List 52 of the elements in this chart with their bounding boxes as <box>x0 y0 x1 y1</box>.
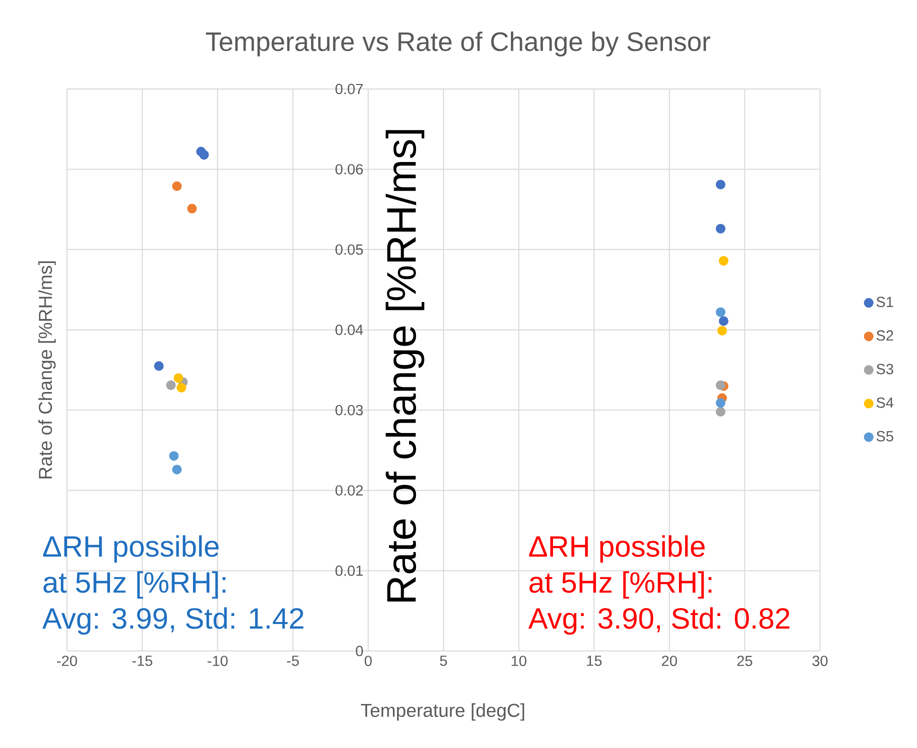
point <box>154 361 164 371</box>
x-tick-label: 15 <box>587 656 602 666</box>
x-tick-label: -20 <box>57 656 78 666</box>
legend-label: S3 <box>876 364 894 374</box>
legend-label: S4 <box>876 397 894 408</box>
annotation: Avg: 3.90, Std: 0.82 <box>528 607 790 635</box>
y-tick-label: 0 <box>356 646 363 656</box>
y-tick-label: 0.04 <box>336 324 364 336</box>
y-tick-label: 0.02 <box>336 485 363 496</box>
annotation: at 5Hz [%RH]: <box>530 571 712 599</box>
x-tick-label: -5 <box>287 656 299 666</box>
x-tick-label: 20 <box>662 656 677 666</box>
annotation: at 5Hz [%RH]: <box>44 571 226 599</box>
annotation: ΔRH possible <box>43 535 219 563</box>
x-tick-label: 30 <box>812 656 828 666</box>
point <box>716 380 726 390</box>
point <box>716 307 726 317</box>
annotation: ΔRH possible <box>529 535 705 563</box>
x-tick-label: -15 <box>132 656 152 666</box>
point <box>172 181 182 191</box>
legend-label: S1 <box>876 296 894 308</box>
legend-label: S5 <box>876 431 894 442</box>
point <box>176 382 186 392</box>
legend-label: S2 <box>876 330 894 341</box>
point <box>717 326 727 336</box>
x-tick-label: 25 <box>737 656 752 666</box>
y-tick-label: 0.01 <box>336 566 363 576</box>
point <box>199 150 209 160</box>
x-axis-title: Temperature [degC] <box>360 703 524 721</box>
x-tick-label: -10 <box>208 656 228 666</box>
x-tick-label: 5 <box>440 656 447 666</box>
y-tick-label: 0.07 <box>336 84 363 94</box>
point <box>716 180 726 190</box>
point <box>174 373 184 383</box>
y-tick-label: 0.06 <box>336 164 363 174</box>
chart-title: Temperature vs Rate of Change by Sensor <box>206 32 710 56</box>
point <box>169 451 179 461</box>
point <box>187 204 197 214</box>
point <box>716 398 726 408</box>
point <box>718 256 728 266</box>
point <box>716 406 726 417</box>
annotation: Rate of change [%RH/ms] <box>386 130 424 602</box>
y-axis-title: Rate of Change [%RH/ms] <box>38 261 56 478</box>
point <box>172 464 182 474</box>
point <box>716 224 726 234</box>
point <box>166 380 176 390</box>
x-tick-label: 10 <box>512 656 526 666</box>
point <box>718 316 728 326</box>
annotation: Avg: 3.99, Std: 1.42 <box>42 607 304 635</box>
x-tick-label: 0 <box>364 656 372 666</box>
y-tick-label: 0.05 <box>336 244 363 255</box>
y-tick-label: 0.03 <box>336 404 363 416</box>
